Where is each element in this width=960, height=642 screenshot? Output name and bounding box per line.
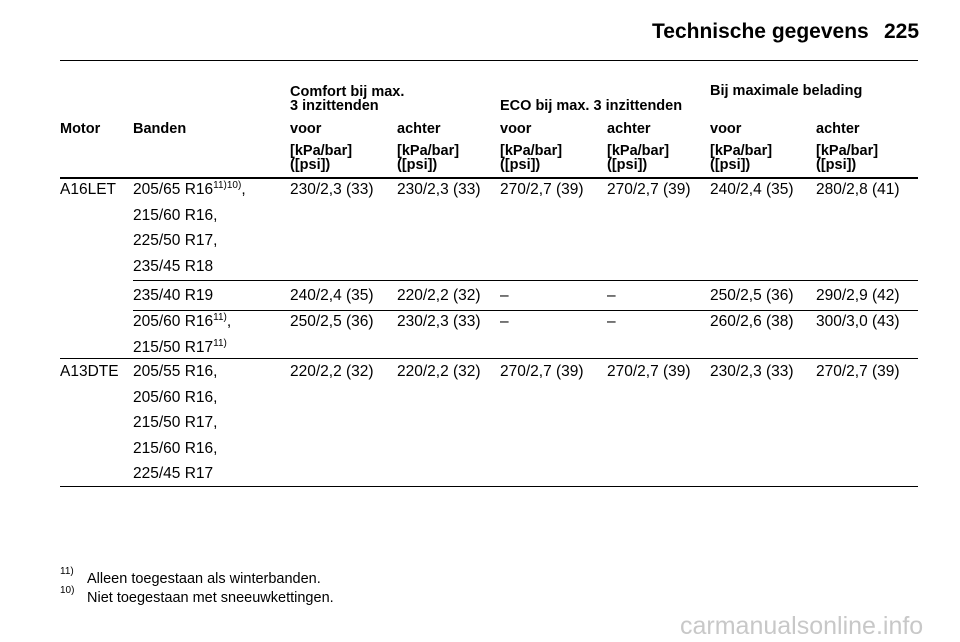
pressure: 220/2,2 (32) [290,363,374,380]
unit-header: [kPa/bar] [816,143,879,159]
tire-text: 215/50 R17 [133,338,214,356]
tire-size: 215/50 R1711) [133,337,227,357]
group-header: 3 inzittenden [290,98,379,114]
tire-text: 235/45 R18 [133,257,214,275]
row-rule [133,310,918,311]
pressure: 230/2,3 (33) [290,181,374,198]
unit-header: [kPa/bar] [397,143,460,159]
column-header: Banden [133,121,187,137]
pressure: 220/2,2 (32) [397,287,481,304]
unit-header: [kPa/bar] [607,143,670,159]
footnote-ref: 11) [213,312,227,323]
tire-size: 205/65 R1611)10), [133,181,246,199]
unit-header: ([psi]) [607,157,648,173]
tire-text: 205/60 R16 [133,313,214,330]
motor: A16LET [60,181,117,198]
row-rule [60,486,918,487]
pressure: 220/2,2 (32) [397,363,481,380]
pressure: 280/2,8 (41) [816,181,900,198]
footnote-ref: 11)10) [213,180,242,191]
column-header: achter [397,121,441,137]
header-rule [60,60,918,61]
footnote-mark: 10) [60,585,75,596]
pressure: 290/2,9 (42) [816,287,900,304]
unit-header: ([psi]) [816,157,857,173]
tire-size: 215/60 R16, [133,440,217,458]
tire-text: 215/60 R16, [133,439,218,457]
column-header: achter [607,121,651,137]
footnote-mark: 11) [60,566,74,577]
tire-size: 215/50 R17, [133,414,217,432]
pressure: 230/2,3 (33) [397,313,481,330]
pressure: 230/2,3 (33) [710,363,794,380]
unit-header: ([psi]) [710,157,751,173]
tire-size: 205/60 R1611), [133,313,231,331]
tire-size: 205/55 R16, [133,363,217,381]
unit-header: ([psi]) [290,157,331,173]
pressure: – [500,313,509,330]
tire-text: 225/45 R17 [133,465,214,483]
tire-sep: , [241,181,246,198]
tire-size: 235/45 R18 [133,258,213,276]
column-header: voor [710,121,742,137]
pressure: – [607,287,616,304]
tire-size: 205/60 R16, [133,389,217,407]
motor: A13DTE [60,363,119,380]
unit-header: ([psi]) [500,157,541,173]
footnote-text: Alleen toegestaan als winterbanden. [87,571,321,587]
pressure: – [607,313,616,330]
tire-sep: , [226,313,232,330]
column-header: voor [290,121,322,137]
tire-text: 225/50 R17, [133,232,218,250]
column-header: Motor [60,121,101,137]
tire-size: 235/40 R19 [133,287,213,305]
pressure: – [500,287,509,304]
row-rule [133,280,918,281]
page-number: 225 [884,20,920,43]
unit-header: [kPa/bar] [500,143,563,159]
group-header: Comfort bij max. [290,84,405,100]
row-rule [60,358,918,359]
header-title: Technische gegevens [652,20,869,43]
tire-text: 205/65 R16 [133,181,214,198]
tire-text: 235/40 R19 [133,287,214,304]
pressure: 250/2,5 (36) [710,287,794,304]
pressure: 250/2,5 (36) [290,313,374,330]
unit-header: [kPa/bar] [290,143,353,159]
pressure: 270/2,7 (39) [607,181,691,198]
tire-text: 215/50 R17, [133,414,218,432]
tire-text: 205/60 R16, [133,388,218,406]
tire-text: 205/55 R16, [133,363,218,380]
group-header: ECO bij max. 3 inzittenden [500,98,683,114]
pressure: 270/2,7 (39) [816,363,900,380]
tire-size: 215/60 R16, [133,207,217,225]
tire-size: 225/45 R17 [133,465,213,483]
tire-size: 225/50 R17, [133,232,217,250]
pressure: 270/2,7 (39) [500,181,584,198]
unit-header: [kPa/bar] [710,143,773,159]
footnote-text: Niet toegestaan met sneeuwkettingen. [87,590,334,606]
pressure: 270/2,7 (39) [607,363,691,380]
pressure: 240/2,4 (35) [710,181,794,198]
column-header: voor [500,121,532,137]
footnote-ref: 11) [213,337,227,349]
unit-header: ([psi]) [397,157,438,173]
group-header: Bij maximale belading [710,83,863,99]
watermark: carmanualsonline.info [680,612,924,640]
pressure: 230/2,3 (33) [397,181,481,198]
pressure: 240/2,4 (35) [290,287,374,304]
pressure: 260/2,6 (38) [710,313,794,330]
pressure: 270/2,7 (39) [500,363,584,380]
column-header: achter [816,121,860,137]
tire-text: 215/60 R16, [133,206,218,224]
pressure: 300/3,0 (43) [816,313,900,330]
table-head-rule [60,177,918,179]
